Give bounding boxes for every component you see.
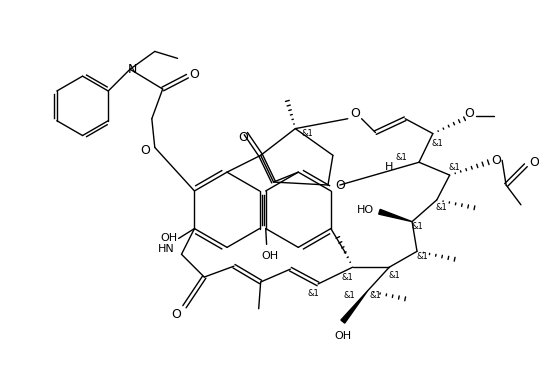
Text: &1: &1 [307, 289, 319, 298]
Text: H: H [385, 162, 393, 172]
Text: &1: &1 [432, 139, 444, 148]
Text: O: O [140, 144, 150, 157]
Text: O: O [529, 156, 539, 169]
Text: &1: &1 [436, 203, 448, 212]
Text: O: O [335, 178, 345, 191]
Text: O: O [465, 107, 474, 120]
Text: O: O [189, 68, 199, 81]
Polygon shape [341, 291, 368, 323]
Polygon shape [379, 209, 412, 222]
Text: OH: OH [334, 331, 351, 341]
Text: &1: &1 [395, 153, 407, 162]
Text: HO: HO [357, 205, 374, 215]
Text: N: N [127, 63, 137, 76]
Text: HN: HN [158, 244, 175, 254]
Text: &1: &1 [449, 163, 460, 172]
Text: &1: &1 [370, 291, 381, 300]
Text: OH: OH [160, 233, 177, 243]
Text: &1: &1 [411, 222, 423, 231]
Text: &1: &1 [342, 273, 354, 282]
Text: OH: OH [261, 251, 278, 261]
Text: O: O [351, 107, 361, 120]
Text: O: O [171, 308, 182, 321]
Text: &1: &1 [416, 252, 428, 261]
Text: &1: &1 [389, 270, 400, 280]
Text: O: O [491, 154, 501, 167]
Text: &1: &1 [344, 291, 356, 300]
Text: &1: &1 [301, 129, 313, 138]
Text: O: O [238, 131, 248, 144]
